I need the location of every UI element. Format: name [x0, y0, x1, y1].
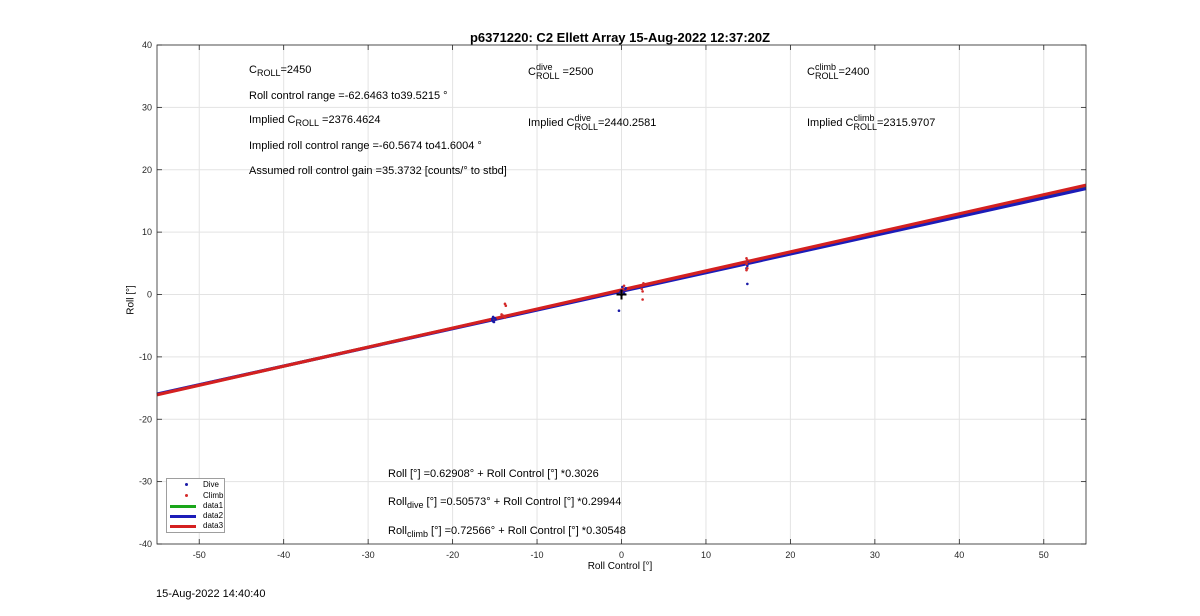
annotation-implied-c-roll: Implied CROLL =2376.4624	[249, 114, 381, 128]
data-point-climb	[503, 316, 507, 319]
y-axis-label: Roll [°]	[125, 285, 137, 315]
x-tick-label: -40	[277, 550, 290, 560]
data-point-climb	[500, 313, 503, 316]
x-tick-label: 40	[954, 550, 964, 560]
annotation-fit-dive: Rolldive [°] =0.50573° + Roll Control [°…	[388, 496, 622, 510]
y-tick-label: -10	[139, 352, 152, 362]
x-tick-label: -50	[193, 550, 206, 560]
y-tick-label: -40	[139, 539, 152, 549]
legend-line-data3	[170, 525, 196, 528]
x-tick-label: 50	[1039, 550, 1049, 560]
legend-marker-dive	[185, 483, 188, 486]
legend-label-data1: data1	[203, 501, 224, 510]
legend-item-data3: data3	[167, 521, 226, 531]
annotation-gain: Assumed roll control gain =35.3732 [coun…	[249, 165, 507, 177]
legend-line-data1	[170, 505, 196, 508]
legend-marker-climb	[185, 494, 188, 497]
y-tick-label: 40	[142, 40, 152, 50]
legend-item-data2: data2	[167, 511, 226, 521]
data-point-climb	[642, 281, 645, 285]
y-tick-label: -20	[139, 414, 152, 424]
annotation-fit-climb: Rollclimb [°] =0.72566° + Roll Control […	[388, 525, 626, 539]
annotation-c-roll: CROLL=2450	[249, 64, 312, 78]
data-point-climb	[641, 298, 644, 301]
data-point-climb	[622, 284, 626, 288]
x-tick-label: 30	[870, 550, 880, 560]
footer-timestamp: 15-Aug-2022 14:40:40	[156, 588, 266, 600]
data-point-climb	[746, 258, 749, 262]
y-tick-label: 20	[142, 165, 152, 175]
chart-legend: Dive Climb data1 data2 data3	[166, 478, 225, 533]
data-point-dive	[624, 286, 628, 290]
y-tick-label: 10	[142, 227, 152, 237]
legend-label-data2: data2	[203, 511, 224, 520]
x-tick-label: -20	[446, 550, 459, 560]
legend-label-climb: Climb	[203, 491, 224, 500]
x-tick-label: -30	[362, 550, 375, 560]
legend-item-data1: data1	[167, 501, 226, 511]
chart-title: p6371220: C2 Ellett Array 15-Aug-2022 12…	[469, 30, 771, 45]
y-tick-label: 30	[142, 102, 152, 112]
legend-line-data2	[170, 515, 196, 518]
y-tick-label: 0	[147, 290, 152, 300]
x-tick-label: 20	[785, 550, 795, 560]
annotation-implied-range: Implied roll control range =-60.5674 to4…	[249, 140, 482, 152]
data-point-climb	[621, 287, 625, 291]
x-tick-label: -10	[531, 550, 544, 560]
data-point-dive	[494, 318, 497, 321]
x-axis-label: Roll Control [°]	[587, 561, 653, 572]
legend-item-climb: Climb	[167, 491, 226, 501]
data-point-climb	[745, 268, 748, 272]
annotation-fit-all: Roll [°] =0.62908° + Roll Control [°] *0…	[388, 468, 599, 480]
data-point-climb	[640, 287, 644, 291]
data-point-climb	[504, 304, 508, 308]
data-point-dive	[746, 282, 749, 286]
annotation-roll-range: Roll control range =-62.6463 to39.5215 °	[249, 90, 448, 102]
legend-label-dive: Dive	[203, 480, 220, 489]
data-point-dive	[617, 309, 621, 313]
x-tick-label: 0	[619, 550, 624, 560]
data-point-climb	[641, 290, 644, 293]
data-point-dive	[491, 320, 495, 323]
legend-item-dive: Dive	[167, 480, 226, 490]
data-point-dive	[490, 317, 494, 321]
x-tick-label: 10	[701, 550, 711, 560]
y-tick-label: -30	[139, 477, 152, 487]
legend-label-data3: data3	[203, 521, 224, 530]
data-point-climb	[745, 261, 748, 264]
